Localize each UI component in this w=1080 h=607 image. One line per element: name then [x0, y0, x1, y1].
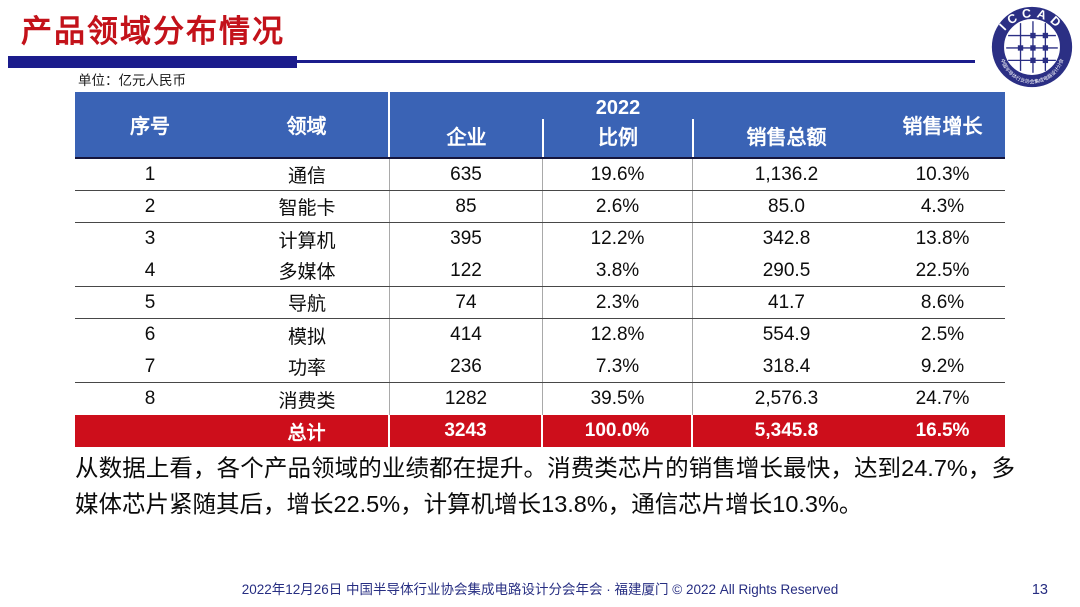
table-row: 4 多媒体 122 3.8% 290.5 22.5% — [75, 255, 1005, 287]
table-row: 5 导航 74 2.3% 41.7 8.6% — [75, 287, 1005, 319]
cell-share: 7.3% — [543, 351, 693, 382]
cell-sales: 342.8 — [762, 228, 811, 249]
total-sales: 5,345.8 — [754, 420, 819, 441]
table-row: 7 功率 236 7.3% 318.4 9.2% — [75, 351, 1005, 383]
cell-growth: 22.5% — [915, 259, 970, 281]
cell-field: 导航 — [225, 287, 390, 318]
cell-no: 7 — [144, 355, 156, 377]
cell-share: 39.5% — [543, 383, 693, 415]
cell-field: 功率 — [225, 351, 390, 382]
cell-growth: 2.5% — [920, 324, 965, 345]
footer-text: 2022年12月26日 中国半导体行业协会集成电路设计分会年会 · 福建厦门 ©… — [241, 582, 839, 597]
total-share: 100.0% — [543, 415, 693, 447]
cell-companies: 414 — [390, 319, 543, 351]
cell-companies: 122 — [390, 255, 543, 286]
cell-growth: 13.8% — [915, 228, 970, 249]
cell-sales: 1,136.2 — [754, 163, 819, 185]
cell-companies: 85 — [390, 191, 543, 222]
cell-growth: 9.2% — [920, 355, 965, 377]
title-underline-rule — [297, 60, 975, 63]
title-underline-bar — [8, 56, 297, 68]
cell-no: 2 — [144, 195, 156, 217]
cell-field: 智能卡 — [225, 191, 390, 222]
cell-share: 3.8% — [543, 255, 693, 286]
cell-sales: 41.7 — [768, 291, 805, 313]
cell-field: 通信 — [225, 159, 390, 190]
cell-growth: 4.3% — [920, 195, 965, 217]
cell-share: 2.6% — [543, 191, 693, 222]
cell-no: 1 — [144, 163, 156, 185]
total-no-cell — [75, 415, 225, 447]
cell-field: 消费类 — [225, 383, 390, 415]
cell-companies: 635 — [390, 159, 543, 190]
cell-companies: 1282 — [390, 383, 543, 415]
page-title: 产品领域分布情况 — [21, 14, 285, 49]
cell-growth: 8.6% — [920, 291, 965, 313]
table-header: 序号 领域 企业 2022 比例 销售总额 销售增长 — [75, 92, 1005, 159]
header-year: 2022 — [595, 97, 641, 119]
cell-companies: 236 — [390, 351, 543, 382]
table-row: 1 通信 635 19.6% 1,136.2 10.3% — [75, 159, 1005, 191]
cell-no: 8 — [144, 388, 156, 409]
table-row: 2 智能卡 85 2.6% 85.0 4.3% — [75, 191, 1005, 223]
total-label: 总计 — [225, 415, 390, 447]
cell-sales: 2,576.3 — [754, 388, 819, 409]
unit-note: 单位：亿元人民币 — [78, 73, 186, 88]
cell-growth: 10.3% — [915, 163, 970, 185]
table-row: 8 消费类 1282 39.5% 2,576.3 24.7% — [75, 383, 1005, 415]
cell-share: 2.3% — [543, 287, 693, 318]
header-col-sales: 销售总额 — [746, 127, 827, 149]
cell-share: 19.6% — [543, 159, 693, 190]
cell-companies: 74 — [390, 287, 543, 318]
cell-companies: 395 — [390, 223, 543, 255]
header-col-companies: 企业 — [390, 92, 544, 157]
table-body: 1 通信 635 19.6% 1,136.2 10.3% 2 智能卡 85 2.… — [75, 159, 1005, 415]
total-companies: 3243 — [390, 415, 543, 447]
cell-no: 5 — [144, 291, 156, 313]
cell-sales: 318.4 — [762, 355, 811, 377]
cell-sales: 554.9 — [762, 324, 811, 345]
cell-field: 多媒体 — [225, 255, 390, 286]
cell-no: 3 — [144, 228, 156, 249]
header-col-growth: 销售增长 — [902, 116, 983, 138]
header-col-share: 2022 比例 — [543, 92, 694, 157]
iccad-logo-icon: ICCAD 中国半导体行业协会集成电路设计分会 — [991, 6, 1073, 88]
header-col-field: 领域 — [225, 92, 390, 157]
header-col-no: 序号 — [130, 116, 170, 138]
table-row: 6 模拟 414 12.8% 554.9 2.5% — [75, 319, 1005, 351]
cell-field: 计算机 — [225, 223, 390, 255]
cell-share: 12.8% — [543, 319, 693, 351]
table-row: 3 计算机 395 12.2% 342.8 13.8% — [75, 223, 1005, 255]
cell-sales: 85.0 — [768, 195, 805, 217]
total-growth: 16.5% — [915, 420, 970, 441]
table-total-row: 总计 3243 100.0% 5,345.8 16.5% — [75, 415, 1005, 447]
header-share-label: 比例 — [598, 127, 638, 149]
commentary-text: 从数据上看，各个产品领域的业绩都在提升。消费类芯片的销售增长最快，达到24.7%… — [75, 455, 1015, 517]
cell-field: 模拟 — [225, 319, 390, 351]
page-number: 13 — [1031, 582, 1048, 598]
cell-share: 12.2% — [543, 223, 693, 255]
cell-no: 6 — [144, 324, 156, 345]
cell-sales: 290.5 — [762, 259, 811, 281]
product-field-table: 序号 领域 企业 2022 比例 销售总额 销售增长 1 通信 635 19.6… — [75, 92, 1005, 447]
cell-no: 4 — [144, 259, 156, 281]
cell-growth: 24.7% — [915, 388, 970, 409]
